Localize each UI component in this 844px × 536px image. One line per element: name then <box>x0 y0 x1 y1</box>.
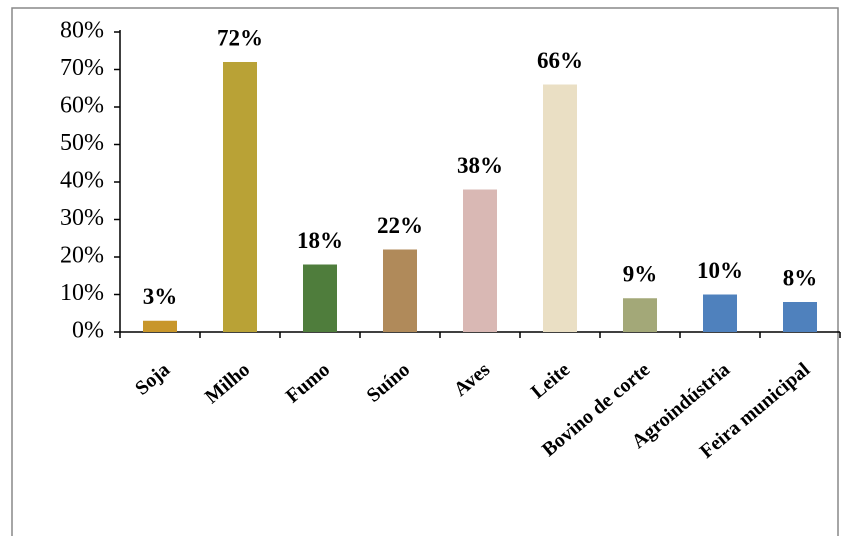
value-label: 38% <box>457 153 503 178</box>
y-tick-label: 80% <box>60 18 104 44</box>
y-tick-label: 20% <box>60 243 104 269</box>
x-tick-label: Fumo <box>282 358 334 407</box>
y-tick-label: 30% <box>60 205 104 231</box>
value-label: 8% <box>783 265 818 290</box>
x-tick-label: Suíno <box>363 358 415 406</box>
value-label: 18% <box>297 228 343 253</box>
value-label: 3% <box>143 284 178 309</box>
bar <box>143 320 177 332</box>
value-label: 66% <box>537 48 583 73</box>
x-tick-label: Leite <box>527 358 574 403</box>
bar <box>463 189 497 332</box>
value-label: 9% <box>623 262 658 287</box>
value-label: 10% <box>697 258 743 283</box>
bar <box>703 294 737 332</box>
value-label: 22% <box>377 213 423 238</box>
x-tick-label: Soja <box>131 358 174 399</box>
x-tick-label: Milho <box>201 358 254 408</box>
y-tick-label: 0% <box>72 318 104 344</box>
y-tick-label: 60% <box>60 93 104 119</box>
y-tick-label: 10% <box>60 280 104 306</box>
y-tick-label: 40% <box>60 168 104 194</box>
y-tick-label: 70% <box>60 55 104 81</box>
bar <box>623 298 657 332</box>
y-tick-label: 50% <box>60 130 104 156</box>
value-label: 72% <box>217 25 263 50</box>
x-tick-label: Aves <box>450 358 495 400</box>
bar <box>383 249 417 332</box>
bar <box>543 84 577 332</box>
chart-frame <box>11 7 839 536</box>
bar <box>783 302 817 332</box>
bar <box>303 264 337 332</box>
bar <box>223 62 257 332</box>
